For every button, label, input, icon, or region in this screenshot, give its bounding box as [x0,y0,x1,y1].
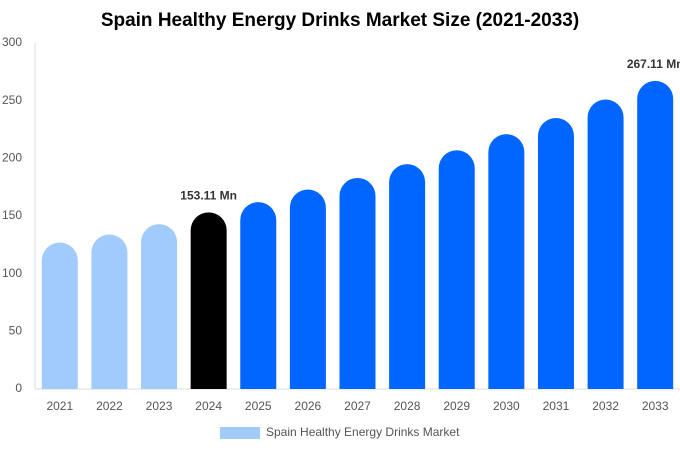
bar [91,234,128,389]
x-tick-label: 2028 [394,399,421,413]
y-tick-label: 150 [2,208,22,222]
legend-label: Spain Healthy Energy Drinks Market [266,425,460,439]
y-tick-label: 250 [2,93,22,107]
chart-title: Spain Healthy Energy Drinks Market Size … [101,10,579,31]
bar [537,117,574,389]
x-tick-label: 2032 [592,399,619,413]
bar [41,242,78,389]
bar [190,212,227,389]
bar [587,99,624,389]
data-label: 267.11 Mn [627,57,680,71]
y-tick-label: 200 [2,151,22,165]
x-tick-label: 2033 [642,399,669,413]
x-tick-label: 2029 [443,399,470,413]
bar [141,224,178,389]
x-tick-label: 2022 [96,399,123,413]
y-tick-label: 0 [15,381,22,395]
x-tick-label: 2021 [46,399,73,413]
y-tick-label: 100 [2,266,22,280]
x-tick-label: 2024 [195,399,222,413]
bar [637,80,674,389]
x-tick-label: 2025 [245,399,272,413]
bar [389,164,426,389]
bar [289,189,326,389]
bar [488,134,525,389]
bar [240,202,277,389]
x-tick-label: 2031 [543,399,570,413]
y-tick-label: 300 [2,35,22,49]
x-tick-label: 2026 [295,399,322,413]
legend-swatch [220,427,260,439]
bar [339,177,376,389]
y-tick-label: 50 [9,324,23,338]
bar [438,150,475,389]
data-label: 153.11 Mn [180,189,237,203]
x-tick-label: 2023 [146,399,173,413]
x-tick-label: 2030 [493,399,520,413]
x-tick-label: 2027 [344,399,371,413]
